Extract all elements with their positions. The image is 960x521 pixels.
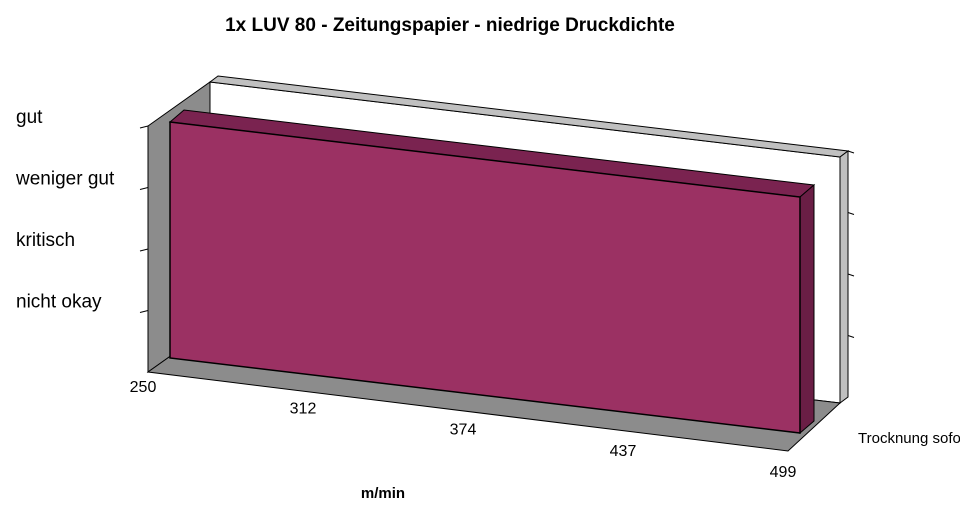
x-axis-title: m/min bbox=[361, 485, 405, 502]
area bbox=[169, 121, 801, 434]
x-tick-label: 437 bbox=[610, 443, 637, 460]
chart-title: 1x LUV 80 - Zeitungspapier - niedrige Dr… bbox=[225, 15, 675, 36]
right-tick bbox=[847, 150, 855, 154]
x-tick-label: 374 bbox=[450, 422, 477, 439]
x-tick-label: 312 bbox=[290, 400, 317, 417]
y-tick bbox=[139, 187, 149, 190]
right-tick bbox=[847, 212, 855, 215]
x-tick-label: 250 bbox=[130, 379, 157, 396]
right-wall-edge bbox=[839, 150, 849, 404]
right-tick bbox=[847, 335, 855, 338]
y-tick bbox=[139, 248, 149, 252]
y-tick-label: weniger gut bbox=[15, 169, 115, 190]
y-tick-label: kritisch bbox=[16, 230, 75, 251]
y-tick bbox=[139, 310, 149, 313]
area-side bbox=[799, 183, 815, 435]
right-tick bbox=[847, 273, 855, 277]
x-tick-label: 499 bbox=[770, 464, 797, 481]
series-label: Trocknung sofort bbox=[858, 430, 960, 447]
y-tick-label: nicht okay bbox=[16, 292, 102, 313]
y-tick bbox=[139, 125, 149, 129]
y-tick-label: gut bbox=[16, 107, 43, 128]
